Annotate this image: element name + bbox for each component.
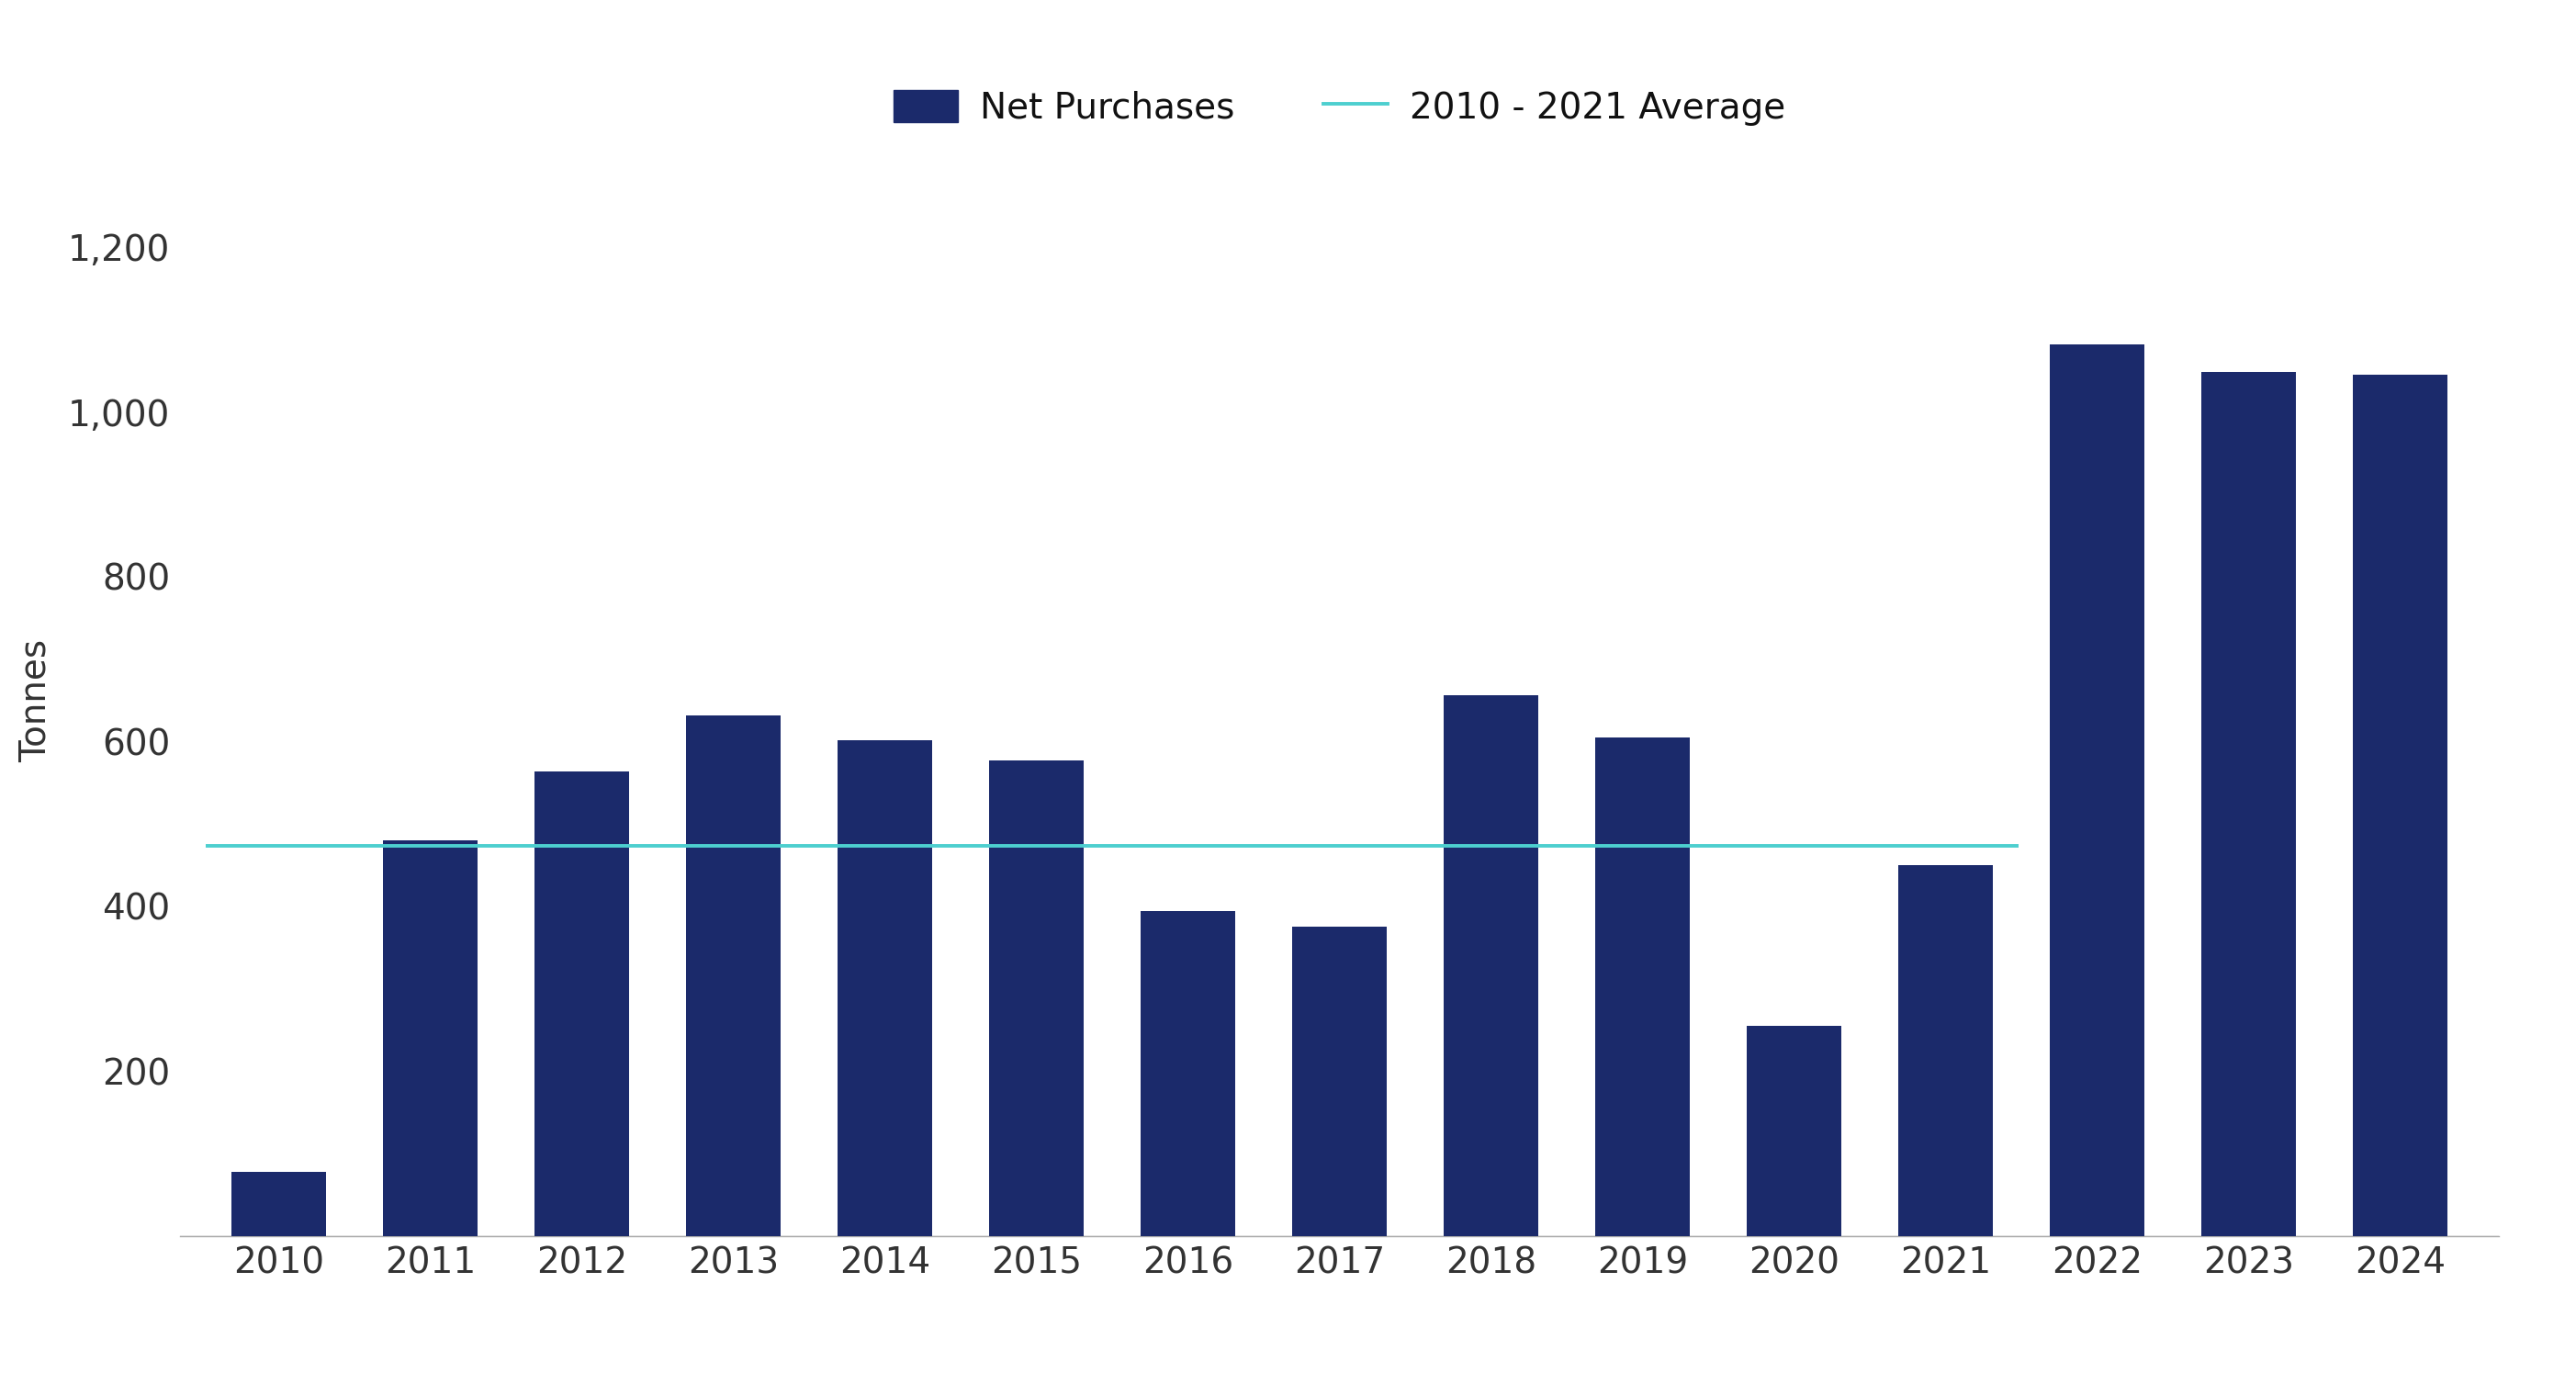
- Bar: [1141, 912, 1234, 1236]
- Bar: [2050, 345, 2143, 1236]
- Bar: [1747, 1026, 1842, 1236]
- Bar: [685, 715, 781, 1236]
- Bar: [536, 772, 629, 1236]
- Bar: [837, 740, 933, 1236]
- Bar: [1899, 865, 1994, 1236]
- Bar: [1595, 737, 1690, 1236]
- Bar: [232, 1173, 325, 1236]
- Bar: [1293, 927, 1386, 1236]
- Bar: [1445, 695, 1538, 1236]
- Bar: [989, 761, 1084, 1236]
- Bar: [2354, 375, 2447, 1236]
- Bar: [2202, 372, 2295, 1236]
- Y-axis label: Tonnes: Tonnes: [18, 638, 52, 762]
- Legend: Net Purchases, 2010 - 2021 Average: Net Purchases, 2010 - 2021 Average: [894, 89, 1785, 125]
- Bar: [384, 840, 477, 1236]
